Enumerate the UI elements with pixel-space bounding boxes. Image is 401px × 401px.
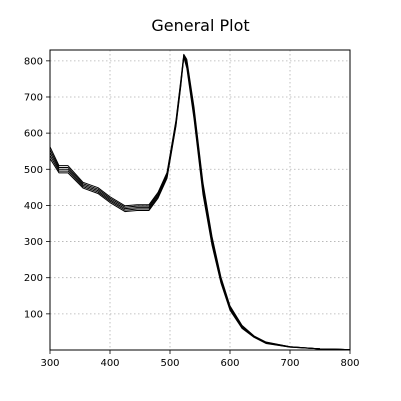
x-tick-label: 400 (100, 358, 119, 369)
y-tick-label: 200 (24, 273, 43, 284)
series-group (49, 53, 351, 351)
series-line (49, 53, 351, 351)
y-tick-labels: 100 200 300 400 500 600 700 800 (24, 56, 43, 320)
y-tick-label: 800 (24, 56, 43, 67)
y-tick-label: 500 (24, 165, 43, 176)
x-tick-labels: 300 400 500 600 700 800 (40, 358, 359, 369)
y-tick-label: 100 (24, 309, 43, 320)
y-tick-label: 700 (24, 92, 43, 103)
axes-frame (49, 49, 351, 351)
x-tick-label: 600 (220, 358, 239, 369)
chart-title: General Plot (151, 16, 249, 35)
x-tick-label: 800 (340, 358, 359, 369)
y-tick-label: 400 (24, 201, 43, 212)
ticks (46, 60, 351, 354)
x-tick-label: 700 (280, 358, 299, 369)
y-tick-label: 300 (24, 237, 43, 248)
x-tick-label: 500 (160, 358, 179, 369)
y-tick-label: 600 (24, 129, 43, 140)
x-tick-label: 300 (40, 358, 59, 369)
